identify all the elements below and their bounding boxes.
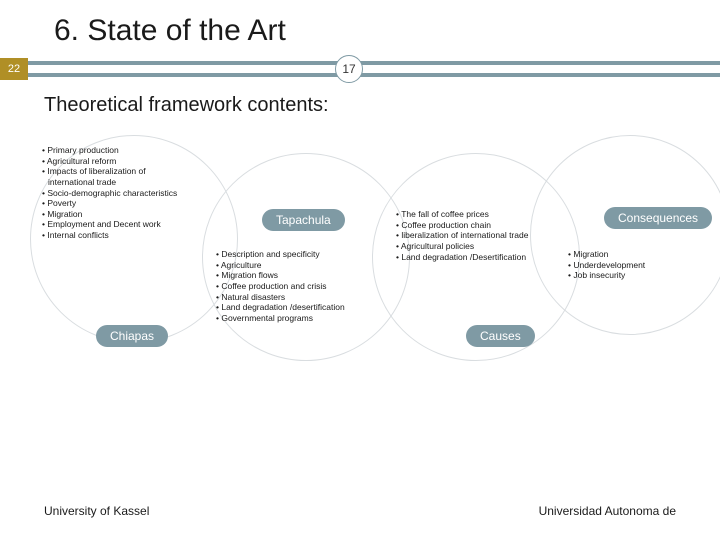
label-consequences: Consequences [604,207,712,229]
bullet-item: The fall of coffee prices [396,209,536,220]
bullet-item: Agricultural policies [396,241,536,252]
bullets-tapachula: Description and specificityAgricultureMi… [216,249,366,323]
bullet-item: Governmental programs [216,313,366,324]
bullets-chiapas: Primary productionAgricultural reformImp… [42,145,192,241]
bullet-item: Land degradation /desertification [216,302,366,313]
label-chiapas: Chiapas [96,325,168,347]
subtitle: Theoretical framework contents: [0,80,720,125]
diagram-area: Primary productionAgricultural reformImp… [0,125,720,465]
page-number-badge: 22 [0,58,28,80]
slide-title: 6. State of the Art [0,0,720,58]
circle-consequences [530,135,720,335]
bullet-item: Primary production [42,145,192,156]
label-tapachula: Tapachula [262,209,345,231]
header-line-top [28,61,720,65]
bullets-consequences: MigrationUnderdevelopmentJob insecurity [568,249,698,281]
bullet-item: Internal conflicts [42,230,192,241]
bullet-item: Migration [568,249,698,260]
bullet-item: Migration flows [216,270,366,281]
footer-left: University of Kassel [44,504,149,518]
bullet-item: Poverty [42,198,192,209]
section-number-circle: 17 [335,55,363,83]
label-causes: Causes [466,325,535,347]
bullet-item: Natural disasters [216,292,366,303]
header-bar: 22 17 [0,58,720,80]
bullet-item: Job insecurity [568,270,698,281]
bullet-item: Coffee production chain [396,220,536,231]
bullet-item: Impacts of liberalization of internation… [42,166,192,187]
bullet-item: Land degradation /Desertification [396,252,536,263]
bullet-item: Agriculture [216,260,366,271]
bullet-item: Employment and Decent work [42,219,192,230]
bullets-causes: The fall of coffee pricesCoffee producti… [396,209,536,262]
bullet-item: Description and specificity [216,249,366,260]
bullet-item: Agricultural reform [42,156,192,167]
bullet-item: Migration [42,209,192,220]
header-line-bottom [28,73,720,77]
bullet-item: Underdevelopment [568,260,698,271]
bullet-item: liberalization of international trade [396,230,536,241]
footer-right: Universidad Autonoma de [539,504,676,518]
bullet-item: Socio-demographic characteristics [42,188,192,199]
bullet-item: Coffee production and crisis [216,281,366,292]
